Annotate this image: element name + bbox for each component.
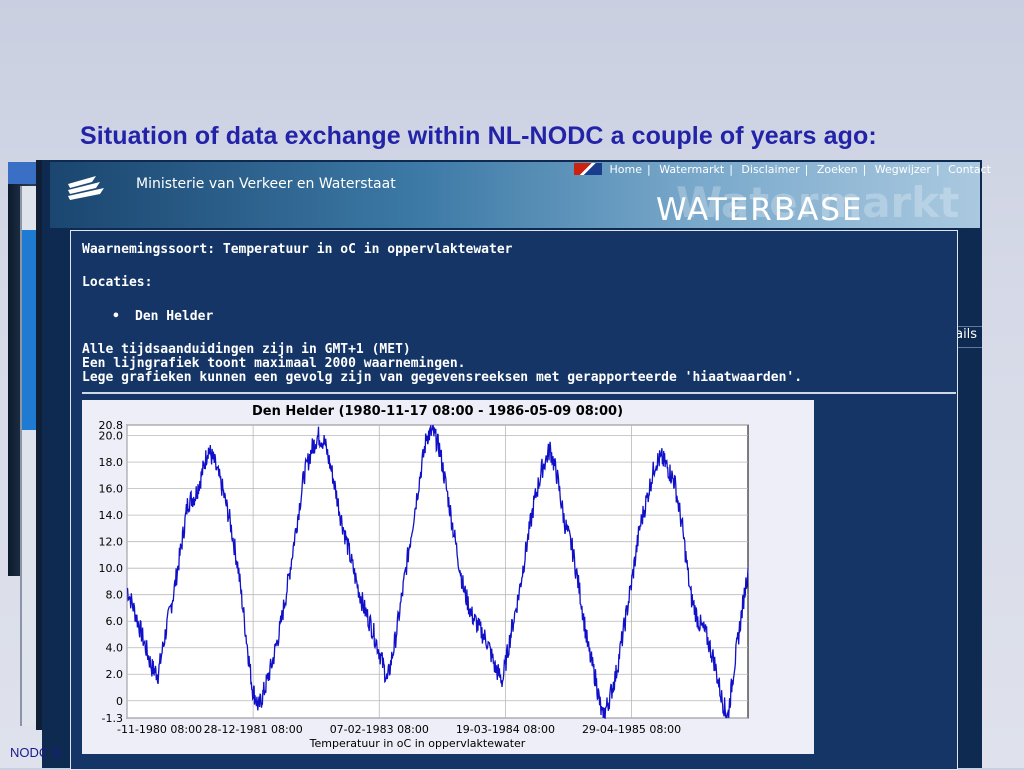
temperature-chart: Den Helder (1980-11-17 08:00 - 1986-05-0… (99, 404, 749, 750)
x-tick-label: 28-12-1981 08:00 (204, 723, 303, 736)
x-axis-label: Temperatuur in oC in oppervlaktewater (309, 737, 526, 750)
divider (82, 392, 956, 394)
y-tick-label: 18.0 (99, 456, 124, 469)
y-tick-label: -1.3 (102, 712, 123, 725)
empty-graph-note: Lege grafieken kunnen een gevolg zijn va… (82, 370, 803, 385)
x-tick-label: 29-04-1985 08:00 (582, 723, 681, 736)
nav-contact[interactable]: Contact (948, 163, 991, 176)
locations-label: Locaties: (82, 275, 153, 290)
nav-home[interactable]: Home (609, 163, 642, 176)
y-tick-label: 10.0 (99, 562, 124, 575)
y-tick-label: 16.0 (99, 483, 124, 496)
temperature-series-line (126, 424, 749, 719)
y-tick-label: 14.0 (99, 509, 124, 522)
nav-watermarkt[interactable]: Watermarkt (659, 163, 725, 176)
location-bullet: • (112, 309, 120, 324)
nav-disclaimer[interactable]: Disclaimer (741, 163, 800, 176)
y-tick-label: 20.8 (99, 419, 124, 432)
y-tick-label: 2.0 (106, 668, 124, 681)
nav-wegwijzer[interactable]: Wegwijzer (874, 163, 931, 176)
plot-area (126, 424, 749, 719)
top-navigation: Home | Watermarkt | Disclaimer | Zoeken | We… (574, 163, 991, 176)
x-tick-label: -11-1980 08:00 (117, 723, 202, 736)
timezone-note: Alle tijdsaanduidingen zijn in GMT+1 (ME… (82, 342, 411, 357)
footer-partial: NODC S (10, 745, 61, 760)
y-tick-label: 4.0 (106, 642, 124, 655)
waterbase-brand: WATERBASE (656, 192, 864, 228)
max-observations-note: Een lijngrafiek toont maximaal 2000 waar… (82, 356, 466, 371)
watermarkt-watermark: Watermarkt (676, 178, 960, 227)
ministry-name: Ministerie van Verkeer en Waterstaat (136, 176, 396, 192)
waterbase-header (50, 162, 980, 228)
nav-zoeken[interactable]: Zoeken (816, 163, 858, 176)
chart-container: Den Helder (1980-11-17 08:00 - 1986-05-0… (82, 400, 814, 754)
uk-flag-icon[interactable] (574, 163, 602, 175)
y-tick-label: 6.0 (106, 615, 124, 628)
y-tick-label: 8.0 (106, 589, 124, 602)
ministry-logo-icon (68, 176, 104, 200)
location-item: Den Helder (135, 309, 214, 324)
x-tick-label: 19-03-1984 08:00 (456, 723, 555, 736)
y-tick-label: 0 (116, 695, 123, 708)
y-tick-label: 20.0 (99, 430, 124, 443)
observation-type: Waarnemingssoort: Temperatuur in oC in o… (82, 242, 513, 257)
x-tick-label: 07-02-1983 08:00 (330, 723, 429, 736)
slide-title: Situation of data exchange within NL-NOD… (80, 122, 877, 150)
chart-title: Den Helder (1980-11-17 08:00 - 1986-05-0… (252, 404, 623, 419)
y-tick-label: 12.0 (99, 536, 124, 549)
